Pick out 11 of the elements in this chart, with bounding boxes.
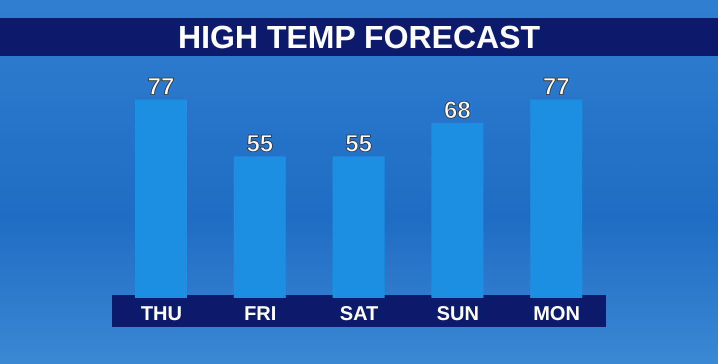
x-tick-label: THU	[140, 303, 182, 326]
data-label: 77	[148, 74, 174, 101]
chart-title: HIGH TEMP FORECAST	[0, 18, 718, 56]
data-label: 77	[542, 74, 570, 101]
x-tick-label: SAT	[340, 303, 378, 326]
data-label: 55	[345, 130, 372, 158]
data-label: 68	[444, 96, 471, 124]
x-tick-label: SUN	[436, 303, 479, 326]
x-tick-label: FRI	[244, 303, 276, 326]
data-label: 55	[246, 130, 274, 158]
x-tick-label: MON	[533, 303, 580, 326]
